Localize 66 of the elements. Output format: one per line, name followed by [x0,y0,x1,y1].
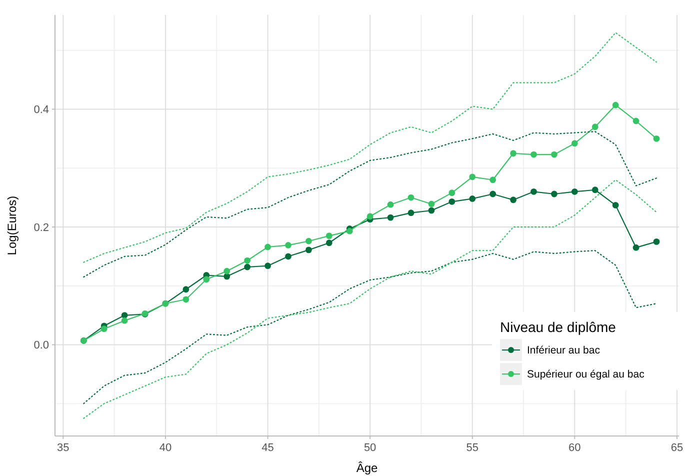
point [285,253,292,260]
point [264,262,271,270]
point [653,135,660,142]
x-tick-label: 35 [57,442,70,454]
line-series [83,32,658,263]
line-series [83,131,658,278]
legend-label: Inférieur au bac [527,344,600,357]
legend-label: Supérieur ou égal au bac [527,368,644,381]
x-tick-label: 40 [159,442,172,454]
y-tick-label: 0.4 [34,104,49,116]
point [551,190,558,198]
point [448,190,456,196]
x-tick-label: 55 [466,442,478,454]
point [632,244,640,251]
point [203,276,210,283]
legend-title: Niveau de diplôme [500,319,616,335]
point [305,246,312,254]
point [510,196,516,204]
point [182,286,190,293]
x-tick-label: 45 [262,442,274,454]
point [100,326,108,332]
point [264,244,271,250]
x-axis-title: Âge [356,461,378,475]
point [244,257,251,264]
point [224,268,230,274]
y-tick-label: 0.0 [34,340,49,352]
point [448,198,456,205]
point [571,140,578,147]
point [653,238,660,245]
line-series [83,179,658,419]
point [408,210,414,216]
point [490,176,496,184]
point [592,186,598,194]
point [121,312,128,318]
point [469,174,476,180]
point [285,242,292,248]
point [121,317,128,324]
point [428,207,435,214]
point [612,102,619,108]
point [387,201,394,208]
point [326,240,332,246]
point [366,213,374,220]
point [530,188,537,195]
x-tick-label: 60 [568,442,581,454]
point [428,200,435,208]
point [592,124,598,130]
x-tick-label: 65 [670,442,684,454]
point [571,188,578,195]
point [244,264,251,270]
y-tick-label: 0.2 [34,222,49,234]
y-axis-title: Log(Euros) [5,196,19,256]
point [612,202,619,208]
point [632,118,640,124]
point [387,214,394,221]
point [305,238,312,244]
point [346,228,353,234]
line-series [83,250,658,404]
point [408,194,414,201]
point [469,196,476,202]
point [326,232,332,240]
point [490,190,496,198]
x-tick-label: 50 [364,442,376,454]
point [182,296,190,303]
point [510,150,516,157]
point [530,151,537,158]
point [551,151,558,158]
